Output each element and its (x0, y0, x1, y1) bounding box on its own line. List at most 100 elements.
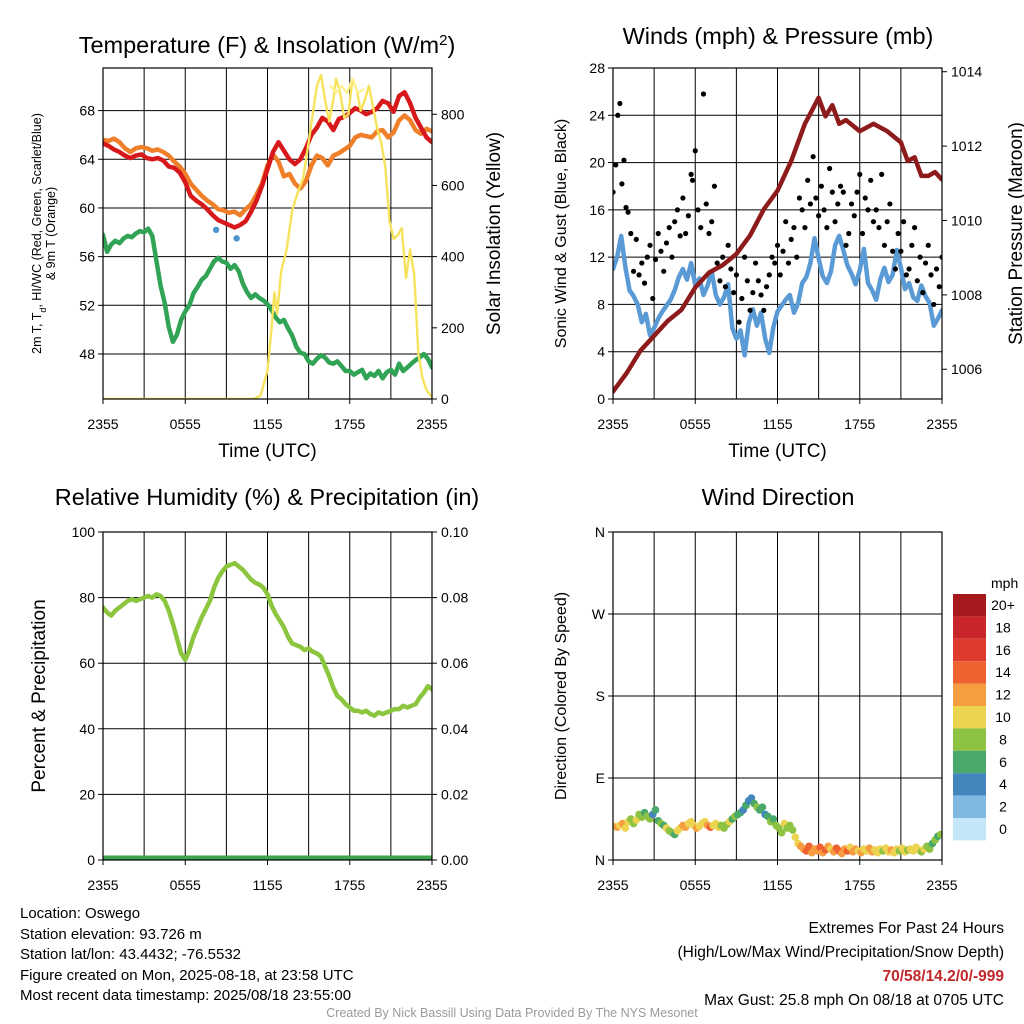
series-point (621, 157, 627, 163)
panel-1: Temperature (F) & Insolation (W/m2) 48 52 5… (30, 32, 505, 463)
y2-tick-label: 0.04 (441, 721, 468, 737)
series-point (733, 272, 739, 278)
series-point (879, 171, 885, 177)
chart-title: Winds (mph) & Pressure (mb) (623, 23, 934, 49)
series-point (928, 272, 934, 278)
legend-swatch (953, 728, 986, 751)
series-point (655, 230, 661, 237)
x-tick-label: 1755 (844, 416, 875, 432)
y2-tick-label: 400 (441, 249, 465, 265)
y-tick-label: 60 (79, 200, 95, 216)
series-point (625, 209, 631, 215)
legend-swatch (953, 638, 986, 662)
series-point (663, 240, 670, 246)
x-tick-label: 2355 (416, 877, 447, 893)
series-point (725, 242, 731, 248)
series-point (920, 290, 926, 296)
legend-label: 4 (999, 776, 1007, 792)
y-axis-label-line2: & 9m T (Orange) (44, 187, 58, 280)
series-point (672, 219, 678, 225)
series-point (731, 290, 737, 296)
x-tick-label: 2355 (926, 877, 957, 893)
panel-2: Winds (mph) & Pressure (mb) 0 4 8 12 16 20 24 28… (553, 23, 1024, 462)
series-point (802, 224, 808, 231)
legend-label: 12 (995, 687, 1011, 703)
series-point (810, 154, 816, 160)
series-point (658, 248, 664, 254)
series-point (761, 307, 767, 313)
legend-swatch (953, 795, 986, 818)
series-point (898, 248, 904, 254)
series-point (821, 207, 827, 213)
y2-tick-label: 1010 (951, 212, 982, 228)
series-point (698, 224, 704, 231)
series-point (870, 219, 877, 225)
y-tick-label: 56 (79, 249, 95, 265)
figure-created: Figure created on Mon, 2025-08-18, at 23… (20, 966, 354, 984)
series-point (862, 195, 868, 201)
series-point (925, 242, 931, 248)
y-axis-label: 2m T, Td, HI/WC (Red, Green, Scarlet/Blu… (30, 113, 48, 354)
series-point (824, 224, 830, 231)
series-point (876, 224, 882, 231)
panel-4: Wind Direction N E S W N 2355 0555 1155 1755 2355 D… (553, 484, 1018, 893)
max-gust: Max Gust: 25.8 mph On 08/18 at 0705 UTC (704, 992, 1004, 1009)
series-line (103, 90, 432, 230)
series-point (706, 230, 712, 237)
series-point (633, 236, 639, 243)
plot-area (613, 91, 942, 394)
station-latlon: Station lat/lon: 43.4432; -76.5532 (20, 946, 242, 963)
y2-axis-label: Solar Insolation (Yellow) (484, 132, 505, 335)
series-point (711, 183, 718, 189)
legend-swatch (953, 616, 986, 639)
series-point (639, 260, 645, 266)
series-point (652, 256, 659, 263)
x-tick-label: 2355 (597, 416, 628, 432)
plot-frame (612, 67, 943, 400)
series-point (846, 230, 852, 237)
legend-swatch (953, 661, 986, 684)
series-point (661, 268, 667, 274)
legend-label: 6 (999, 754, 1007, 770)
series-point (840, 189, 846, 195)
series-point (619, 181, 625, 187)
extremes-box: Extremes For Past 24 Hours (High/Low/Max… (678, 917, 1005, 1013)
legend-label: 10 (995, 709, 1011, 725)
series-point (933, 266, 940, 272)
series-point (689, 177, 696, 183)
series-point (677, 233, 683, 239)
x-axis-label: Time (UTC) (218, 441, 317, 462)
y-tick-label: 4 (597, 344, 605, 360)
series-point (703, 201, 709, 207)
series-point (857, 171, 863, 177)
series-point (766, 272, 772, 278)
legend-swatch (953, 818, 986, 841)
series-line (103, 560, 432, 718)
legend-label: 16 (995, 642, 1011, 658)
x-axis-label: Time (UTC) (728, 441, 827, 462)
plot-area (613, 794, 942, 858)
series-point (623, 204, 629, 211)
plot-area (103, 73, 432, 399)
series-point (873, 207, 879, 213)
y2-tick-label: 1008 (951, 287, 982, 303)
y-tick-label: 64 (79, 151, 95, 167)
series-point (890, 248, 896, 254)
series-point (936, 284, 942, 290)
series-point (750, 290, 756, 296)
x-tick-label: 2355 (416, 416, 447, 432)
y2-tick-label: 0 (441, 391, 449, 407)
extremes-values: 70/58/14.2/0/-999 (882, 968, 1004, 985)
legend-swatch (953, 750, 986, 774)
series-point (233, 235, 240, 242)
credit-line: Created By Nick Bassill Using Data Provi… (326, 1006, 698, 1020)
y-tick-label: S (596, 688, 605, 704)
series-line (329, 77, 365, 95)
legend-swatch (953, 594, 986, 617)
y2-tick-label: 1014 (951, 64, 982, 80)
y-tick-label: 48 (79, 346, 95, 362)
series-point (780, 248, 786, 254)
series-point (742, 254, 748, 260)
speed-legend: mph 20+ 18 16 14 12 10 8 6 4 2 0 (953, 575, 1018, 841)
series-point (794, 254, 800, 260)
